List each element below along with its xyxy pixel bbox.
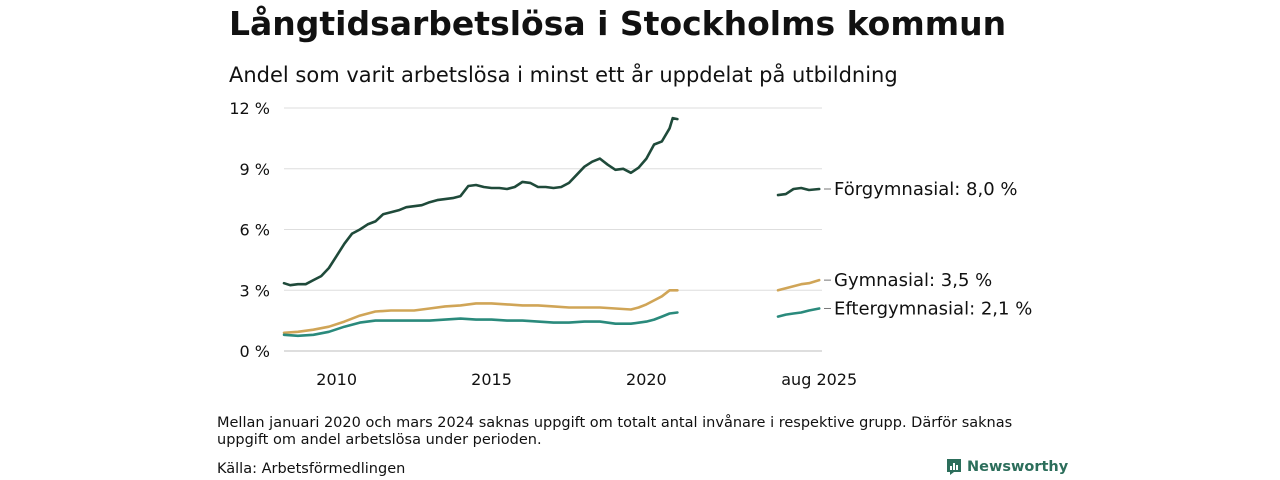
y-axis-ticks: 0 % 3 % 6 % 9 % 12 % (229, 99, 270, 361)
chart-title: Långtidsarbetslösa i Stockholms kommun (229, 4, 1007, 43)
series-lines (282, 116, 821, 338)
y-tick-label: 12 % (229, 99, 270, 118)
x-tick-label: 2015 (471, 370, 512, 389)
footnote: Mellan januari 2020 och mars 2024 saknas… (217, 415, 1013, 448)
end-label-förgymnasial: Förgymnasial: 8,0 % (834, 179, 1018, 200)
y-tick-label: 0 % (240, 342, 270, 361)
line-chart: 0 % 3 % 6 % 9 % 12 % 2010 2015 2020 aug 2025 Fö… (229, 99, 1032, 389)
source-text: Källa: Arbetsförmedlingen (217, 461, 406, 477)
end-label-gymnasial: Gymnasial: 3,5 % (834, 270, 992, 291)
series-line-förgymnasial (776, 186, 821, 197)
x-tick-label: 2020 (626, 370, 667, 389)
end-labels: Förgymnasial: 8,0 % Gymnasial: 3,5 % Efter… (824, 179, 1032, 319)
series-line-gymnasial (282, 289, 679, 335)
y-tick-label: 9 % (240, 160, 270, 179)
newsworthy-brand[interactable]: Newsworthy (946, 458, 1068, 476)
x-axis-ticks: 2010 2015 2020 aug 2025 (316, 370, 857, 389)
chart-subtitle: Andel som varit arbetslösa i minst ett å… (229, 63, 898, 87)
y-tick-label: 6 % (240, 221, 270, 240)
brand-name: Newsworthy (967, 459, 1069, 475)
bar-chart-logo-icon (947, 459, 961, 475)
x-tick-label: aug 2025 (781, 370, 857, 389)
end-label-eftergymnasial: Eftergymnasial: 2,1 % (834, 298, 1032, 319)
y-tick-label: 3 % (240, 281, 270, 300)
gridlines (284, 107, 822, 352)
series-line-eftergymnasial (776, 307, 821, 318)
series-line-förgymnasial (282, 116, 679, 287)
x-tick-label: 2010 (316, 370, 357, 389)
series-line-eftergymnasial (282, 311, 679, 338)
series-line-gymnasial (776, 278, 821, 292)
